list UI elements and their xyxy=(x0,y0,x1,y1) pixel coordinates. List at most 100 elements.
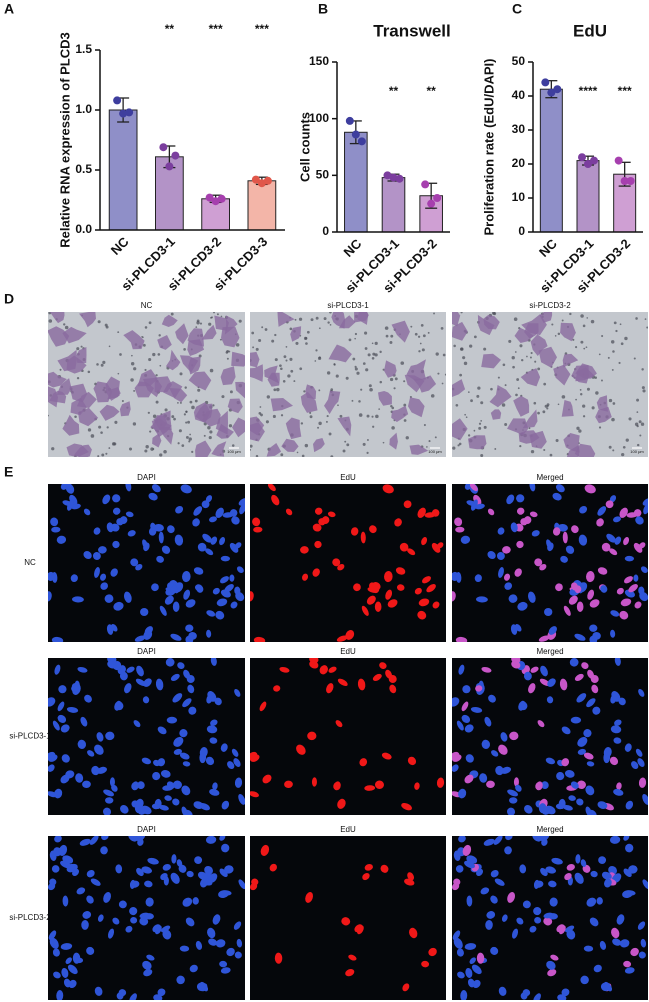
stained-cell xyxy=(483,314,500,330)
nucleus xyxy=(432,601,440,609)
nucleus xyxy=(601,542,611,552)
row-label: si-PLCD3-2 xyxy=(9,913,51,922)
nucleus xyxy=(619,939,630,948)
nucleus xyxy=(157,758,166,767)
nucleus xyxy=(112,494,121,503)
pore xyxy=(478,426,482,430)
nucleus xyxy=(359,758,368,767)
pore xyxy=(530,449,535,454)
nucleus xyxy=(490,869,499,878)
pore xyxy=(226,357,229,360)
nucleus xyxy=(182,698,192,708)
nucleus xyxy=(207,927,216,939)
nucleus xyxy=(619,610,629,620)
nucleus xyxy=(181,806,188,815)
pore xyxy=(189,400,193,404)
pore xyxy=(460,312,463,314)
nucleus xyxy=(166,781,175,789)
nucleus xyxy=(267,484,276,492)
nucleus xyxy=(215,507,224,518)
data-point xyxy=(541,78,550,87)
nucleus xyxy=(159,804,169,811)
stained-cell xyxy=(331,312,346,329)
pore xyxy=(480,420,483,422)
nucleus xyxy=(612,938,622,946)
stained-cell xyxy=(524,323,539,339)
nucleus xyxy=(224,865,234,874)
pore xyxy=(433,312,435,315)
nucleus xyxy=(312,523,322,532)
data-point xyxy=(113,96,122,105)
pore xyxy=(296,451,299,454)
nucleus xyxy=(125,484,132,492)
pore xyxy=(131,354,133,357)
nucleus xyxy=(56,990,64,1000)
pore xyxy=(226,349,230,353)
nucleus xyxy=(498,744,508,755)
bar xyxy=(344,131,368,233)
stained-cell xyxy=(522,409,538,429)
x-tick-label: NC xyxy=(536,236,560,260)
nucleus xyxy=(465,754,474,763)
pore xyxy=(554,335,557,337)
nucleus xyxy=(159,605,167,616)
nucleus xyxy=(188,631,197,640)
nucleus xyxy=(300,546,309,554)
nucleus xyxy=(176,975,185,985)
pore xyxy=(580,393,583,396)
pore xyxy=(354,332,358,336)
nucleus xyxy=(231,748,239,757)
nucleus xyxy=(253,526,263,533)
nucleus xyxy=(148,492,158,501)
pore xyxy=(379,350,382,354)
x-tick-label: NC xyxy=(340,236,364,260)
pore xyxy=(483,347,487,351)
pore xyxy=(328,432,332,436)
nucleus xyxy=(307,731,317,741)
stained-cell xyxy=(270,398,293,412)
nucleus xyxy=(558,925,566,935)
nucleus xyxy=(193,801,204,809)
pore xyxy=(537,367,541,371)
nucleus xyxy=(54,788,63,799)
nucleus xyxy=(611,927,620,939)
nucleus xyxy=(204,865,213,875)
pore xyxy=(459,373,463,377)
nucleus xyxy=(82,911,92,919)
pore xyxy=(229,390,233,394)
nucleus xyxy=(490,946,499,955)
micrograph: 100 μm xyxy=(452,312,648,457)
pore xyxy=(365,368,369,372)
nucleus xyxy=(530,666,539,673)
nucleus xyxy=(173,748,183,755)
nucleus xyxy=(139,917,149,926)
pore xyxy=(119,353,122,356)
nucleus xyxy=(212,914,221,925)
nucleus xyxy=(613,788,624,796)
bar xyxy=(381,177,406,233)
nucleus xyxy=(54,836,62,843)
nucleus xyxy=(183,589,191,600)
nucleus xyxy=(589,917,599,927)
nucleus xyxy=(51,636,64,642)
nucleus xyxy=(128,836,138,842)
pore xyxy=(591,406,595,410)
nucleus xyxy=(103,892,111,903)
nucleus xyxy=(302,573,309,581)
nucleus xyxy=(540,867,548,877)
nucleus xyxy=(161,545,171,554)
nucleus xyxy=(61,967,69,978)
nucleus xyxy=(154,925,162,935)
nucleus xyxy=(151,484,161,493)
pore xyxy=(504,384,507,387)
nucleus xyxy=(452,754,462,762)
pore xyxy=(345,376,349,380)
stained-cell xyxy=(452,321,468,341)
nucleus xyxy=(67,499,74,511)
nucleus xyxy=(571,525,579,534)
nucleus xyxy=(577,780,586,789)
nucleus xyxy=(144,626,153,635)
stained-cell xyxy=(231,351,245,367)
pore xyxy=(642,389,646,393)
nucleus xyxy=(130,558,139,567)
